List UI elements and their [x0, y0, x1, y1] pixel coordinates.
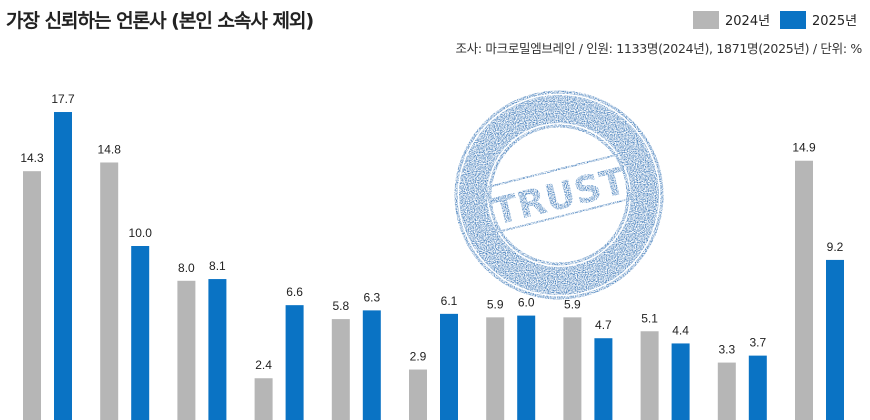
bar-2024-3: [177, 280, 196, 420]
data-label-2025-5: 6.3: [363, 290, 380, 304]
legend-label-2025: 2025년: [812, 14, 858, 29]
legend-item-2024: 2024년: [693, 10, 770, 29]
bar-2025-5: [362, 310, 381, 420]
chart-title: 가장 신뢰하는 언론사 (본인 소속사 제외): [6, 10, 314, 32]
data-label-2024-2: 14.8: [98, 142, 122, 156]
data-label-2025-8: 4.7: [595, 318, 612, 332]
data-label-2025-4: 6.6: [286, 285, 303, 299]
bar-2024-4: [254, 378, 273, 420]
bar-2024-7: [486, 317, 505, 420]
bar-2024-1: [23, 171, 41, 420]
bar-2025-4: [285, 305, 304, 420]
bar-2025-2: [131, 246, 150, 420]
bar-2025-9: [671, 343, 690, 420]
bar-2024-5: [331, 319, 350, 420]
bar-2024-6: [409, 369, 427, 420]
data-label-2024-8: 5.9: [564, 297, 581, 311]
data-label-2024-3: 8.0: [178, 261, 195, 275]
chart-source: 조사: 마크로밀엠브레인 / 인원: 1133명(2024년), 1871명(2…: [455, 41, 862, 56]
trust-stamp: TRUST: [454, 90, 664, 300]
stamp-text: TRUST: [488, 159, 631, 234]
bar-2025-8: [594, 338, 613, 420]
bar-2024-8: [563, 317, 582, 420]
bar-2025-11: [826, 259, 844, 420]
legend-swatch-2024: [693, 10, 719, 29]
data-label-2025-2: 10.0: [129, 226, 153, 240]
data-label-2025-10: 3.7: [749, 336, 766, 350]
data-label-2025-6: 6.1: [441, 294, 458, 308]
data-label-2025-11: 9.2: [827, 240, 844, 254]
legend-label-2024: 2024년: [725, 14, 771, 29]
data-label-2024-11: 14.9: [792, 141, 816, 155]
bar-2024-11: [795, 160, 813, 420]
data-label-2024-10: 3.3: [718, 343, 735, 357]
bar-2025-3: [208, 279, 227, 420]
bar-2024-2: [100, 162, 119, 420]
bar-2025-1: [54, 112, 72, 420]
data-label-2024-7: 5.9: [487, 297, 504, 311]
bar-2025-10: [748, 355, 767, 420]
data-label-2024-9: 5.1: [641, 311, 658, 325]
data-label-2025-1: 17.7: [51, 92, 75, 106]
data-label-2024-1: 14.3: [20, 151, 44, 165]
legend-item-2025: 2025년: [780, 10, 857, 29]
data-label-2025-9: 4.4: [672, 323, 689, 337]
data-label-2025-3: 8.1: [209, 259, 226, 273]
bar-2025-6: [440, 313, 458, 420]
bar-2025-7: [517, 315, 536, 420]
data-label-2024-5: 5.8: [332, 299, 349, 313]
data-label-2024-6: 2.9: [410, 350, 427, 364]
data-label-2024-4: 2.4: [255, 358, 272, 372]
legend-swatch-2025: [780, 10, 806, 29]
bar-2024-10: [717, 362, 736, 420]
data-label-2025-7: 6.0: [518, 296, 535, 310]
bar-2024-9: [640, 331, 659, 420]
